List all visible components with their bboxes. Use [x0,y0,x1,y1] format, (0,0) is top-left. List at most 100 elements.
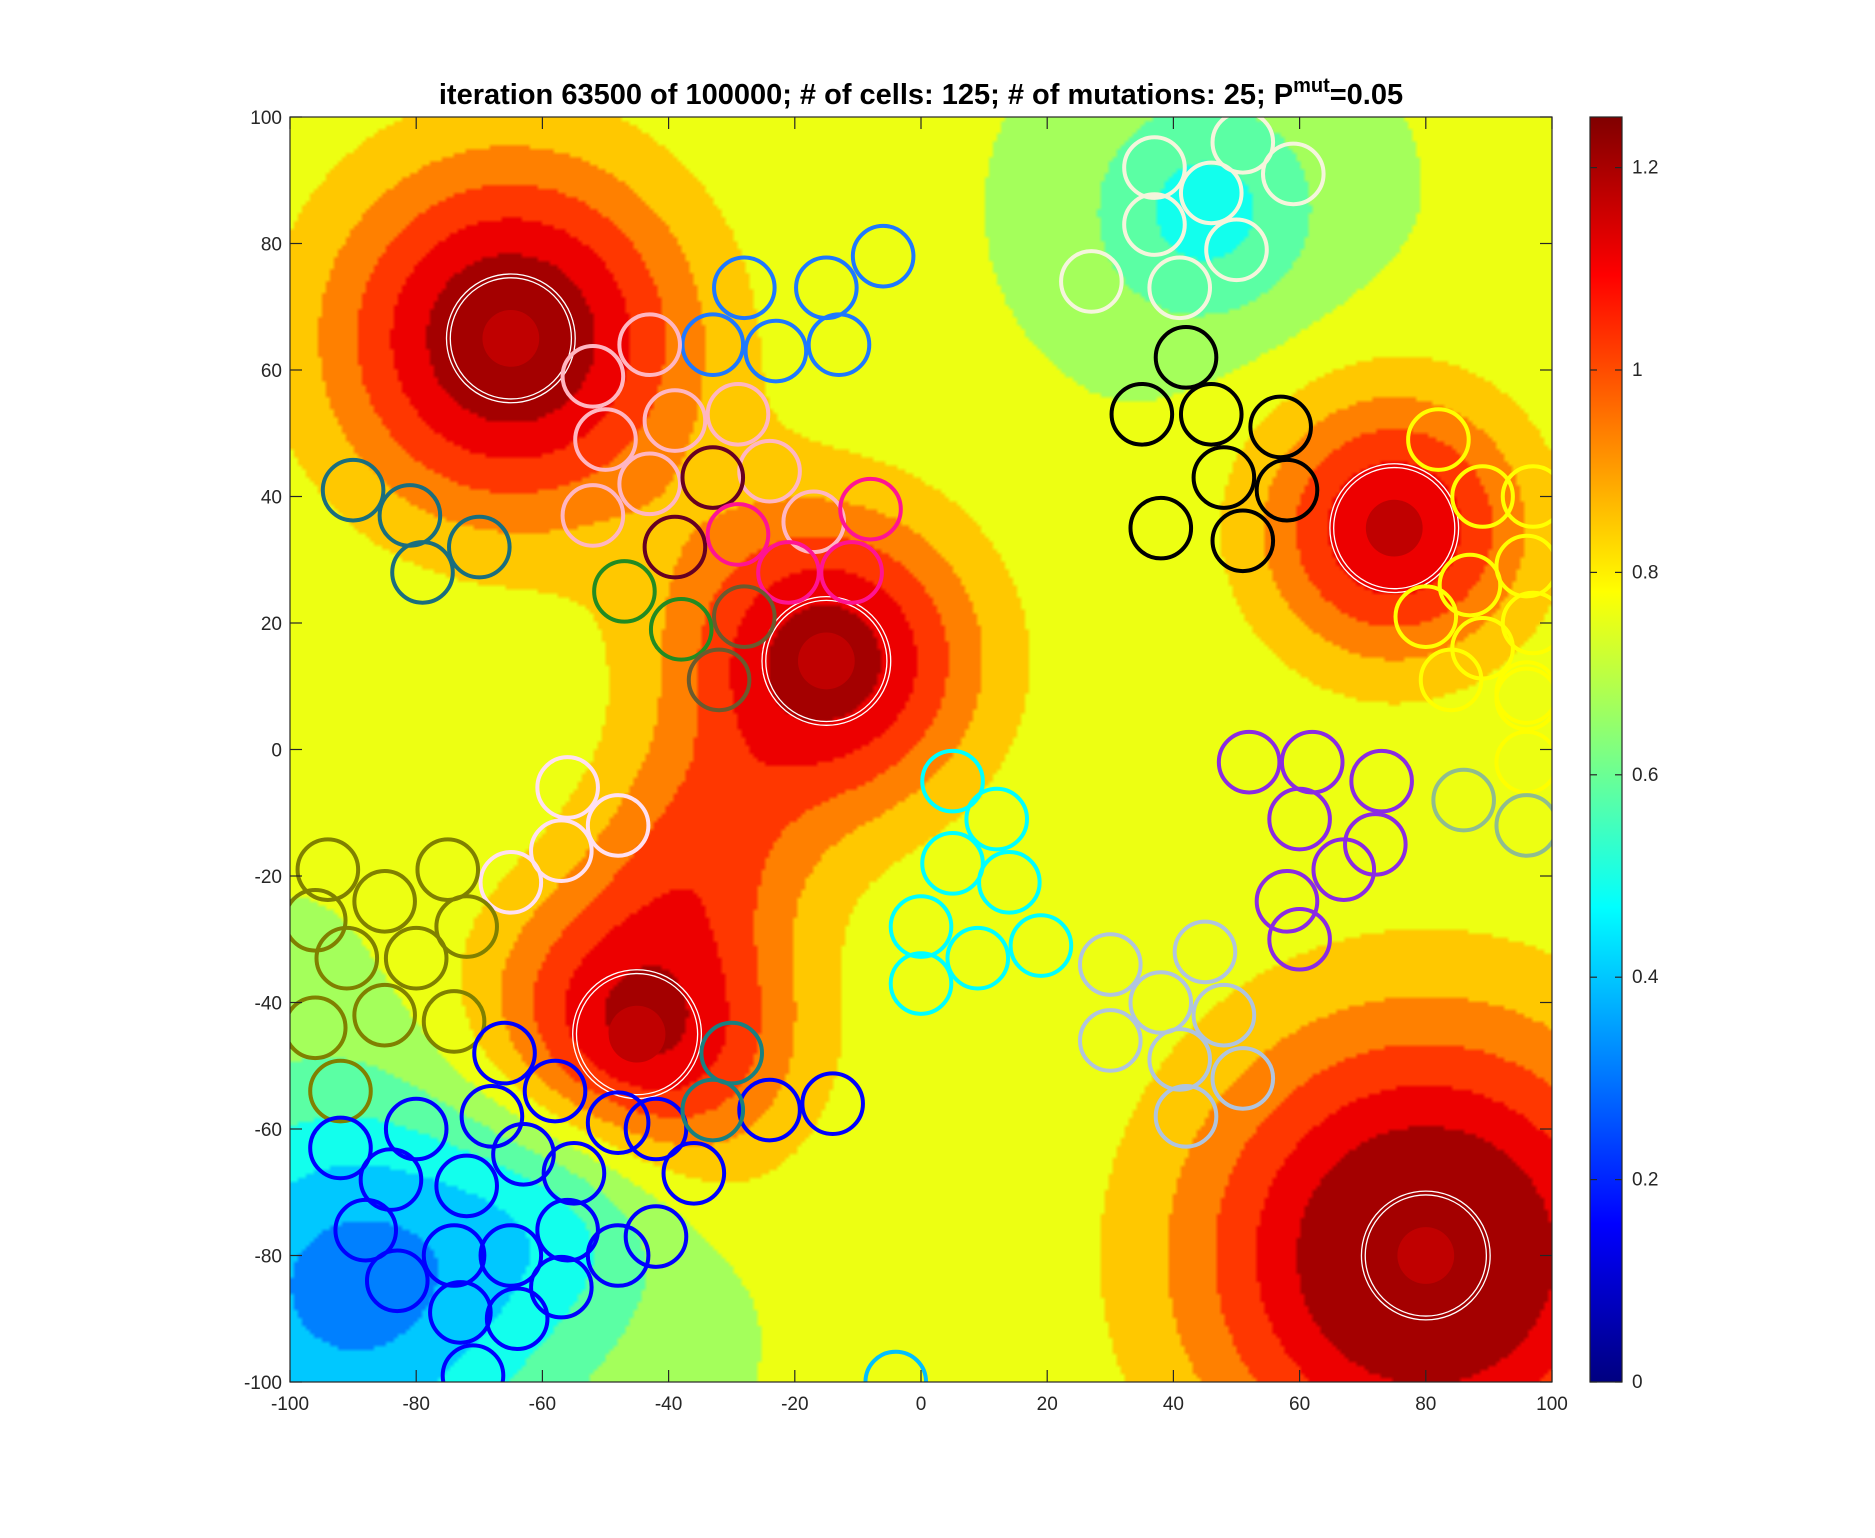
cell-point [529,818,594,883]
cell-point [1494,666,1552,732]
cell-group [1059,117,1326,321]
cell-point [819,540,884,605]
cell-point [585,793,651,858]
cell-point [888,951,954,1016]
cell-point [560,344,626,409]
cell-point [592,559,657,624]
cell-group [863,1349,929,1382]
cell-point [434,894,499,959]
cell-point [290,887,348,953]
cell-point [1078,932,1143,997]
cell-point [737,438,802,504]
y-tick-label: 40 [261,488,282,509]
cell-point [1248,394,1313,460]
cell-point [680,1077,746,1143]
cell-point [1406,407,1471,472]
cell-point [364,1248,430,1314]
cell-point [383,1096,449,1162]
cell-point [863,1349,929,1382]
cell-point [472,1020,537,1086]
cell-point [1153,325,1219,390]
cell-point [1191,445,1257,510]
cell-point [743,318,809,384]
x-tick-label: 100 [1536,1394,1568,1415]
source-ring [449,277,573,400]
cell-point [1178,381,1244,447]
cell-point [1147,255,1212,321]
cell-point [686,647,752,713]
cell-point [1450,464,1515,529]
cell-point [712,255,777,321]
cell-point [1191,982,1257,1048]
colorbar-tick-label: 0.2 [1632,1170,1658,1191]
cell-point [850,223,916,289]
source-core [797,632,855,690]
cell-point [522,1058,588,1124]
cell-group [1431,767,1552,858]
cell-group [888,748,1074,1016]
cell-point [1178,160,1244,226]
cell-point [421,1223,487,1288]
source-ring [1360,1190,1491,1321]
cell-point [1500,590,1552,656]
cell-point [1210,508,1276,574]
cell-group [1393,407,1552,795]
cell-point [1153,1084,1219,1149]
cell-point [964,786,1030,852]
cell-point [642,388,708,453]
cell-point [308,1115,373,1181]
cell-group [705,476,903,605]
cell-point [1216,729,1282,795]
cell-group [680,1020,764,1143]
cell-group [592,559,714,662]
cell-point [756,540,821,605]
cell-point [415,837,481,902]
cell-point [390,540,455,605]
source-ring [765,599,888,723]
cell-point [1494,793,1552,858]
cell-point [358,1147,424,1212]
source-ring [1333,466,1456,590]
cell-point [1122,135,1187,200]
cell-point [535,755,600,820]
y-tick-label: -100 [244,1373,282,1394]
y-tick-label: 100 [250,108,282,129]
chart-title-lead: iteration 63500 of 100000; # of cells: 1… [439,79,1293,111]
cell-point [1500,464,1552,529]
cell-group [686,584,777,713]
x-tick-label: 20 [1037,1394,1058,1415]
cell-point [1418,647,1484,713]
chart-title: iteration 63500 of 100000; # of cells: 1… [439,75,1403,111]
cell-group [560,312,847,555]
cell-point [1210,1046,1276,1111]
cell-point [478,1223,544,1288]
cell-point [421,989,487,1054]
y-tick-label: -40 [255,994,282,1015]
cell-point [1109,381,1175,447]
colorbar-tick-label: 0 [1632,1372,1643,1393]
cell-point [585,1223,651,1288]
x-tick-label: -80 [402,1394,429,1415]
cell-point [680,312,746,377]
cell-point [440,1343,506,1382]
cell-point [920,831,985,896]
cell-point [800,1071,865,1136]
source-ring [575,972,699,1096]
concentration-field [290,117,1552,1382]
cell-point [333,1197,399,1263]
source-ring [1329,463,1460,594]
cell-point [459,1084,525,1149]
cell-point [977,850,1042,915]
cell-point [1494,533,1552,599]
colorbar-ticks: 0 0.2 0.4 0.6 0.8 1 1.2 [1590,158,1659,1393]
cell-point [1254,457,1320,523]
cell-point [491,1122,556,1187]
cell-point [617,312,682,377]
cell-point [585,1090,651,1155]
cell-point [314,925,380,991]
colorbar-gradient [1590,117,1622,1382]
cell-group [642,445,746,580]
cell-point [560,483,626,548]
plot-area [290,117,1552,1382]
cell-point [1008,913,1074,978]
